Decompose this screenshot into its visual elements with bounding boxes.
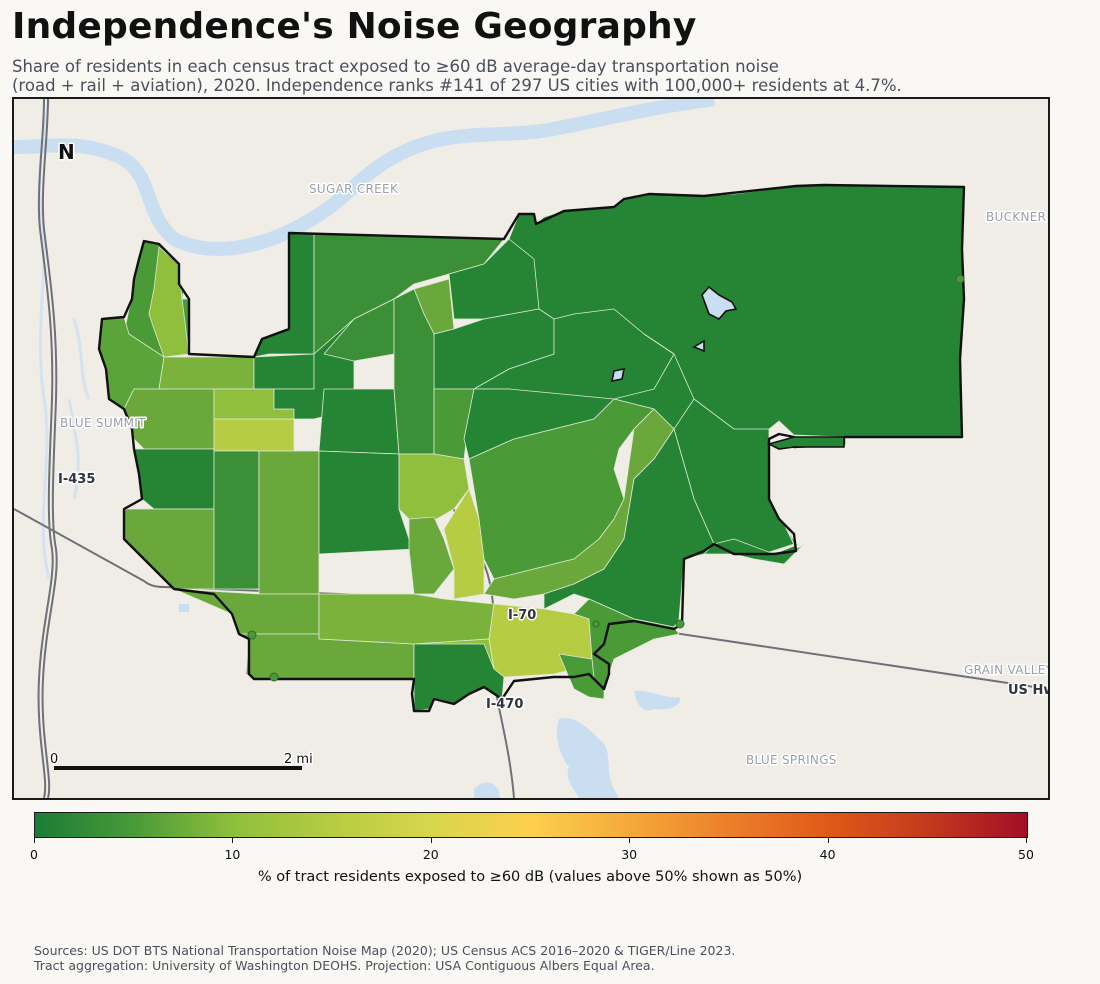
lake-blue-springs bbox=[557, 718, 619, 798]
subtitle-line-2: (road + rail + aviation), 2020. Independ… bbox=[12, 76, 902, 95]
lake-south-2 bbox=[634, 690, 680, 711]
colorbar-tick-label: 40 bbox=[819, 847, 836, 862]
tract-c-10[interactable] bbox=[443, 488, 485, 600]
tract-s-3[interactable] bbox=[318, 593, 495, 645]
lake-enclave-2 bbox=[692, 339, 705, 353]
enclave-4 bbox=[766, 436, 845, 450]
colorbar-tick bbox=[430, 837, 432, 843]
tract-s-6[interactable] bbox=[573, 598, 680, 690]
colorbar-tick bbox=[629, 837, 631, 843]
colorbar bbox=[34, 812, 1028, 838]
place-sugar-creek: SUGAR CREEK bbox=[309, 182, 399, 196]
lake-enclave-3 bbox=[610, 367, 626, 383]
colorbar-tick bbox=[827, 837, 829, 843]
missouri-river bbox=[14, 99, 715, 256]
colorbar-tick bbox=[34, 837, 35, 843]
detached-tract-3 bbox=[269, 672, 279, 682]
scale-bar-start: 0 bbox=[50, 752, 58, 767]
creek-west-2 bbox=[67, 318, 91, 500]
colorbar-tick bbox=[232, 837, 234, 843]
tract-s-1[interactable] bbox=[173, 588, 320, 635]
road-label-i70: I-70 bbox=[508, 608, 536, 623]
colorbar-tick bbox=[1026, 837, 1027, 843]
road-label-i435: I-435 bbox=[58, 472, 95, 487]
place-buckner: BUCKNER bbox=[986, 210, 1046, 224]
pond-1 bbox=[179, 604, 189, 612]
tract-w-9[interactable] bbox=[133, 448, 215, 510]
tract-w-5[interactable] bbox=[253, 353, 315, 390]
tract-c-9[interactable] bbox=[408, 516, 455, 595]
colorbar-label: % of tract residents exposed to ≥60 dB (… bbox=[257, 869, 803, 885]
scale-bar bbox=[54, 766, 302, 770]
colorbar-tick-label: 10 bbox=[224, 847, 241, 862]
lake-enclave-1 bbox=[701, 285, 738, 320]
place-blue-springs: BLUE SPRINGS bbox=[746, 753, 837, 767]
source-line-2: Tract aggregation: University of Washing… bbox=[34, 958, 655, 973]
tract-w-8[interactable] bbox=[213, 418, 295, 452]
road-label-us40: US Hwy 40 bbox=[1008, 683, 1048, 698]
tract-w-4[interactable] bbox=[158, 356, 255, 390]
i435-line-b bbox=[41, 99, 58, 798]
colorbar-tick-label: 50 bbox=[1018, 847, 1034, 862]
colorbar-tick-label: 0 bbox=[30, 847, 38, 862]
detached-tract-1 bbox=[955, 274, 965, 284]
colorbar-tick-label: 20 bbox=[422, 847, 439, 862]
scale-bar-end: 2 mi bbox=[284, 752, 313, 767]
tract-c-3[interactable] bbox=[318, 388, 400, 455]
city-tracts[interactable] bbox=[98, 184, 965, 712]
north-arrow-label: N bbox=[58, 140, 75, 164]
city-boundary bbox=[97, 183, 966, 713]
tract-w-11[interactable] bbox=[213, 450, 260, 590]
detached-tract-4 bbox=[675, 619, 685, 629]
i435-line bbox=[37, 99, 54, 798]
road-label-i470: I-470 bbox=[486, 697, 523, 712]
detached-tract-5 bbox=[592, 620, 600, 628]
detached-tract-2 bbox=[247, 630, 257, 640]
tract-c-14[interactable] bbox=[543, 428, 805, 628]
tract-w-12[interactable] bbox=[258, 450, 320, 595]
map-subtitle: Share of residents in each census tract … bbox=[12, 57, 902, 95]
map-title: Independence's Noise Geography bbox=[12, 6, 697, 47]
lake-south-3 bbox=[474, 782, 500, 798]
map-panel[interactable]: N SUGAR CREEK BUCKNER BLUE SUMMIT GRAIN … bbox=[12, 97, 1050, 800]
colorbar-tick-label: 30 bbox=[621, 847, 638, 862]
source-line-1: Sources: US DOT BTS National Transportat… bbox=[34, 943, 736, 958]
place-grain-valley: GRAIN VALLEY bbox=[964, 663, 1048, 677]
map-canvas: N SUGAR CREEK BUCKNER BLUE SUMMIT GRAIN … bbox=[14, 99, 1048, 798]
place-blue-summit: BLUE SUMMIT bbox=[60, 416, 146, 430]
subtitle-line-1: Share of residents in each census tract … bbox=[12, 57, 779, 76]
source-note: Sources: US DOT BTS National Transportat… bbox=[34, 943, 735, 973]
tract-nc-3[interactable] bbox=[448, 238, 540, 320]
tract-c-8[interactable] bbox=[398, 453, 470, 530]
